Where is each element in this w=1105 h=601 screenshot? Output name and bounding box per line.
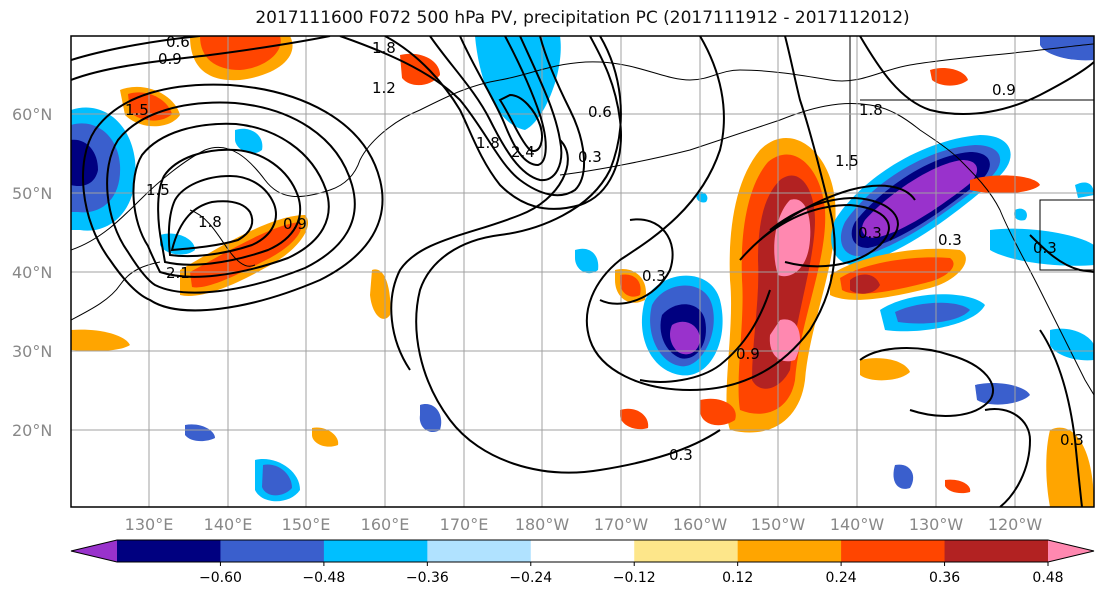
coastlines [71, 36, 1094, 396]
lon-label: 150°W [751, 515, 806, 534]
lon-label: 150°E [282, 515, 331, 534]
contour-label: 1.8 [859, 101, 883, 119]
colorbar-tick-label: −0.36 [406, 570, 449, 586]
lon-label: 170°E [440, 515, 489, 534]
colorbar-swatch [117, 540, 221, 562]
lat-label: 30°N [12, 342, 52, 361]
contour-label: 0.6 [588, 103, 612, 121]
colorbar-extension-high [1048, 540, 1094, 562]
colorbar-swatch [737, 540, 842, 562]
colorbar-tick-label: −0.12 [613, 570, 656, 586]
colorbar-tick-label: −0.24 [509, 570, 552, 586]
lon-label: 140°E [204, 515, 253, 534]
contour-label: 1.5 [146, 181, 170, 199]
lon-label: 180°W [515, 515, 570, 534]
contour-label: 0.9 [158, 50, 182, 68]
colorbar-swatch [530, 540, 635, 562]
colorbar-swatch [634, 540, 739, 562]
longitude-labels: 130°E 140°E 150°E 160°E 170°E 180°W 170°… [125, 515, 1043, 534]
colorbar-tick-label: −0.60 [199, 570, 242, 586]
colorbar-tick-label: 0.24 [826, 570, 857, 586]
lat-label: 60°N [12, 105, 52, 124]
lon-label: 130°E [125, 515, 174, 534]
contour-label: 0.3 [642, 267, 666, 285]
contour-labels: 0.6 0.9 1.8 1.2 1.5 1.8 0.9 2.1 1.8 2.4 … [125, 33, 1084, 464]
colorbar-outline [70, 539, 1095, 563]
lon-label: 120°W [988, 515, 1043, 534]
colorbar: −0.60 −0.48 −0.36 −0.24 −0.12 0.12 0.24 0.36 0.4… [70, 539, 1095, 586]
colorbar-extension-low [71, 540, 117, 562]
lon-label: 130°W [909, 515, 964, 534]
contour-label: 0.6 [166, 33, 190, 51]
colorbar-swatch [220, 540, 325, 562]
contour-label: 1.5 [835, 152, 859, 170]
lon-label: 140°W [830, 515, 885, 534]
colorbar-tick-label: 0.36 [929, 570, 960, 586]
contour-label: 0.3 [858, 224, 882, 242]
contour-label: 1.8 [198, 213, 222, 231]
map-title: 2017111600 F072 500 hPa PV, precipitatio… [255, 8, 910, 28]
contour-label: 0.3 [938, 231, 962, 249]
contour-label: 0.9 [283, 215, 307, 233]
contour-label: 2.4 [511, 143, 535, 161]
colorbar-swatch [323, 540, 428, 562]
map-frame [70, 35, 1095, 508]
contour-label: 2.1 [166, 264, 190, 282]
lat-label: 50°N [12, 184, 52, 203]
lon-label: 160°W [673, 515, 728, 534]
lon-label: 170°W [594, 515, 649, 534]
lon-label: 160°E [361, 515, 410, 534]
contour-label: 1.8 [372, 39, 396, 57]
contour-label: 0.3 [669, 446, 693, 464]
contour-label: 0.9 [992, 81, 1016, 99]
graticule [71, 36, 1094, 507]
latitude-labels: 60°N 50°N 40°N 30°N 20°N [12, 105, 52, 440]
contour-label: 0.3 [1060, 431, 1084, 449]
map-plot-area: 0.6 0.9 1.8 1.2 1.5 1.8 0.9 2.1 1.8 2.4 … [71, 33, 1094, 507]
colorbar-tick-label: 0.12 [722, 570, 753, 586]
contour-label: 0.3 [578, 148, 602, 166]
contour-label: 0.9 [736, 345, 760, 363]
pv-contours [71, 36, 1094, 507]
colorbar-swatch [944, 540, 1049, 562]
lat-label: 20°N [12, 421, 52, 440]
colorbar-swatch [427, 540, 532, 562]
contour-label: 0.3 [1033, 239, 1057, 257]
colorbar-swatch [841, 540, 946, 562]
colorbar-tick-label: −0.48 [302, 570, 345, 586]
contour-label: 1.8 [476, 134, 500, 152]
lat-label: 40°N [12, 263, 52, 282]
contour-label: 1.5 [125, 101, 149, 119]
colorbar-tick-label: 0.48 [1032, 570, 1063, 586]
contour-label: 1.2 [372, 79, 396, 97]
